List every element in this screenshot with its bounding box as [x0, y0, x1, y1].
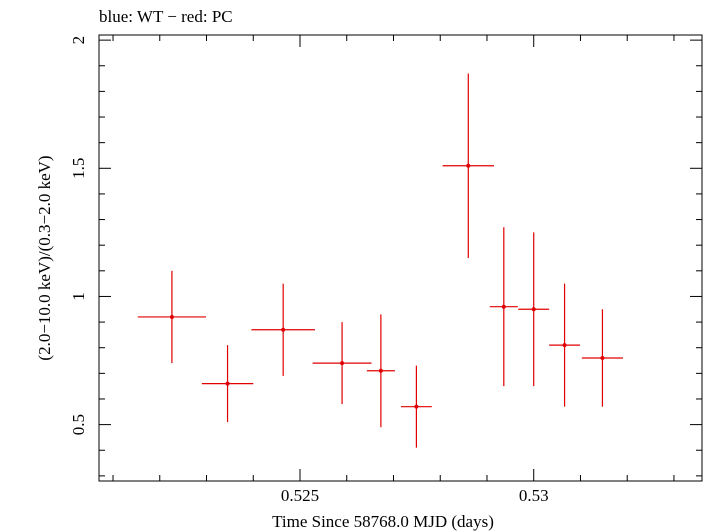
data-points	[137, 73, 624, 448]
point-marker	[562, 343, 567, 348]
y-tick-label: 1.5	[69, 158, 88, 179]
data-point	[581, 309, 624, 407]
y-tick-label: 0.5	[69, 414, 88, 435]
point-marker	[414, 404, 419, 409]
point-marker	[501, 304, 506, 309]
x-tick-label: 0.525	[281, 486, 319, 505]
point-marker	[225, 381, 230, 386]
data-point	[400, 365, 432, 448]
point-marker	[169, 314, 174, 319]
point-marker	[340, 361, 345, 366]
data-point	[312, 322, 372, 405]
data-point	[201, 345, 254, 423]
y-tick-label: 1	[69, 292, 88, 301]
x-axis-ticks: 0.525 0.53	[112, 35, 675, 505]
x-axis-label: Time Since 58768.0 MJD (days)	[272, 512, 494, 531]
point-marker	[378, 368, 383, 373]
y-tick-label: 2	[69, 36, 88, 45]
data-point	[251, 283, 315, 376]
data-point	[366, 314, 395, 428]
point-marker	[281, 327, 286, 332]
x-tick-label: 0.53	[519, 486, 549, 505]
data-point	[549, 283, 580, 407]
y-axis-ticks: 0.5 1 1.5 2	[69, 36, 702, 477]
data-point	[137, 270, 207, 364]
chart-title: blue: WT − red: PC	[99, 7, 233, 26]
y-axis-label: (2.0−10.0 keV)/(0.3−2.0 keV)	[35, 155, 54, 360]
plot-frame	[98, 34, 703, 482]
data-point	[489, 227, 518, 387]
point-marker	[600, 355, 605, 360]
data-point	[442, 73, 494, 258]
data-point	[518, 232, 550, 387]
point-marker	[531, 307, 536, 312]
point-marker	[466, 163, 471, 168]
